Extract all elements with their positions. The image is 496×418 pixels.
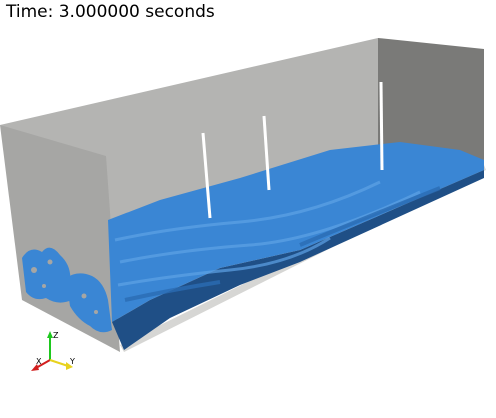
axis-z-arrow bbox=[47, 331, 53, 338]
axis-y-line bbox=[49, 359, 69, 367]
axis-y-arrow bbox=[66, 362, 73, 370]
wave-probe-1 bbox=[201, 132, 212, 219]
fluid-shadows bbox=[124, 186, 441, 302]
axis-y-label: Y bbox=[69, 357, 75, 366]
axis-z-label: Z bbox=[53, 331, 59, 340]
tank-right-end-wall bbox=[378, 38, 484, 160]
axis-x-arrow bbox=[31, 364, 39, 371]
fluid-front-face bbox=[112, 170, 484, 350]
axis-x-label: X bbox=[36, 357, 42, 366]
fluid-surface bbox=[108, 142, 484, 322]
fluid-splash bbox=[22, 247, 112, 333]
orientation-axes: Z X Y bbox=[31, 331, 75, 371]
fluid-ripples bbox=[114, 180, 421, 287]
wave-probe-3 bbox=[379, 81, 384, 171]
time-annotation: Time: 3.000000 seconds bbox=[6, 2, 215, 22]
wave-probe-2 bbox=[262, 115, 271, 191]
axis-x-line bbox=[35, 359, 51, 369]
